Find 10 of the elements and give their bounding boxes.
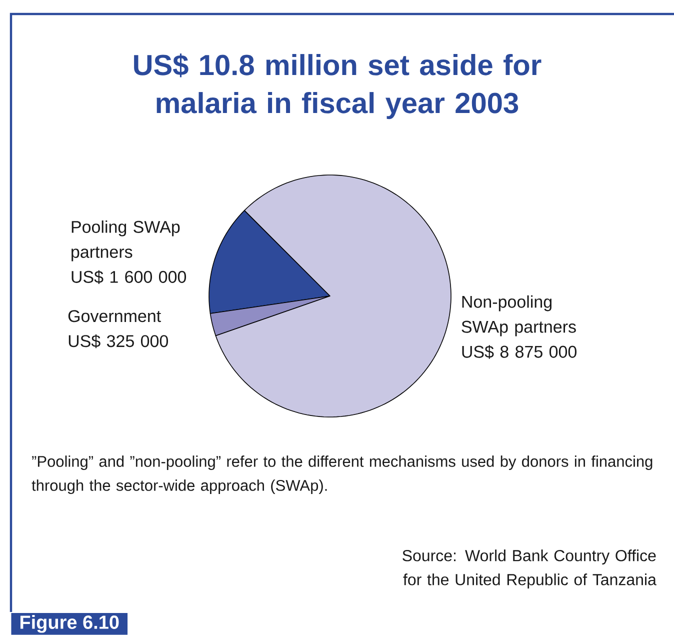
data-label: US$ 8 875 000 bbox=[462, 345, 576, 359]
chart-title: US$ 10.8 million set aside for malaria in fiscal year 2003 bbox=[134, 54, 542, 120]
caption: Figure 6.10 bbox=[20, 615, 119, 633]
data-label: US$ 325 000 bbox=[68, 334, 168, 348]
slice-label: Non-pooling SWAp partners bbox=[462, 295, 576, 336]
data-label: US$ 1 600 000 bbox=[72, 270, 186, 284]
slice-label: Pooling SWAp partners bbox=[72, 220, 180, 262]
source-note: Source: World Bank Country Office for the United Republic of Tanzania bbox=[402, 550, 656, 588]
text: ”Pooling” and ”non-pooling” refer to the different mechanisms used by donors in financing through the sector-wide approach (SWAp). bbox=[32, 456, 652, 494]
slice-label: Government bbox=[68, 310, 161, 322]
